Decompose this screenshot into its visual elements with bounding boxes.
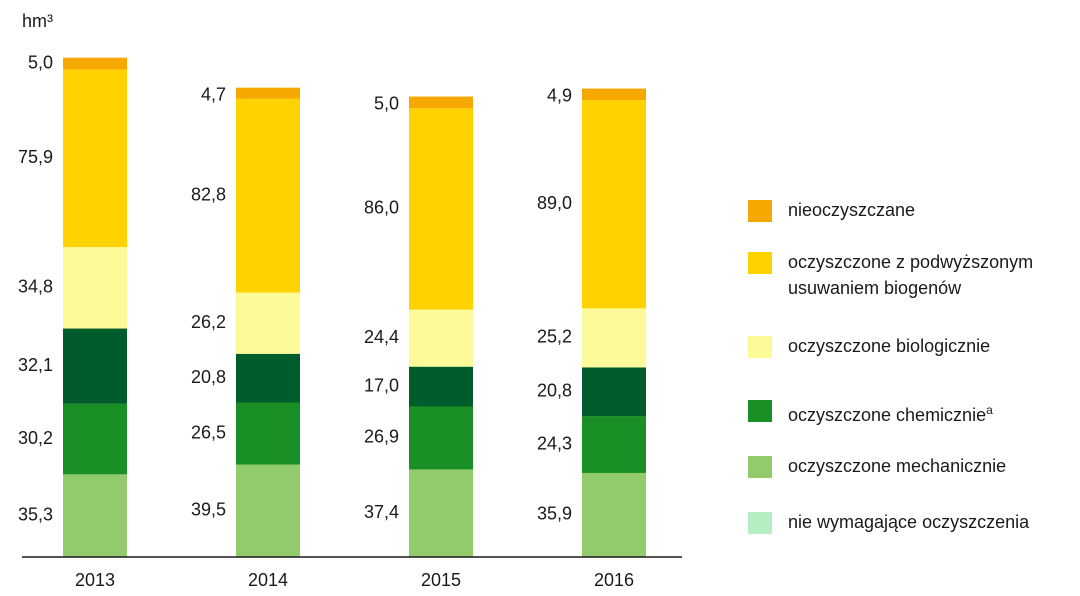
bar-segment (236, 87, 300, 99)
value-label: 4,9 (547, 85, 572, 105)
legend-label: nieoczyszczane (788, 200, 916, 220)
legend-label: oczyszczone mechanicznie (788, 456, 1007, 476)
value-label: 89,0 (537, 193, 572, 213)
legend-swatch (748, 252, 772, 274)
value-label: 20,8 (537, 380, 572, 400)
bar-segment (409, 366, 473, 407)
value-label: 24,3 (537, 433, 572, 453)
legend-item: oczyszczone mechanicznie (788, 453, 1078, 479)
x-tick-label: 2016 (594, 570, 634, 590)
bar-segment (409, 406, 473, 470)
bar-segment (409, 469, 473, 557)
y-axis-label: hm³ (22, 11, 53, 31)
bar-segment (582, 100, 646, 309)
bar-segment (409, 108, 473, 310)
value-label: 39,5 (191, 500, 226, 520)
value-label: 17,0 (364, 375, 399, 395)
x-tick-label: 2015 (421, 570, 461, 590)
legend-swatch (748, 336, 772, 358)
legend-label: nie wymagające oczyszczenia (788, 512, 1030, 532)
value-label: 5,0 (28, 52, 53, 72)
value-label: 30,2 (18, 428, 53, 448)
value-label: 35,3 (18, 504, 53, 524)
bar-segment (63, 69, 127, 248)
bar-segment (582, 472, 646, 557)
value-label: 26,2 (191, 312, 226, 332)
bar-segment (63, 328, 127, 404)
value-label: 34,8 (18, 277, 53, 297)
value-label: 32,1 (18, 355, 53, 375)
value-label: 5,0 (374, 93, 399, 113)
bar-segment (409, 96, 473, 109)
value-label: 86,0 (364, 198, 399, 218)
value-label: 25,2 (537, 327, 572, 347)
bar-segment (582, 308, 646, 368)
legend-label: oczyszczone z podwyższonym usuwaniem bio… (788, 252, 1034, 298)
value-label: 37,4 (364, 502, 399, 522)
bar-segment (236, 98, 300, 293)
value-label: 24,4 (364, 327, 399, 347)
value-label: 35,9 (537, 504, 572, 524)
bar-segment (236, 292, 300, 354)
legend-swatch (748, 400, 772, 422)
legend-item: oczyszczone biologicznie (788, 333, 1078, 359)
bar-segment (63, 247, 127, 329)
legend-item: oczyszczone chemiczniea (788, 397, 1078, 428)
bar-segment (63, 403, 127, 475)
bar-segment (236, 402, 300, 465)
legend-swatch (748, 456, 772, 478)
bar-segment (236, 464, 300, 557)
legend-label: oczyszczone chemicznie (788, 405, 987, 425)
legend-swatch (748, 512, 772, 534)
legend-item: oczyszczone z podwyższonym usuwaniem bio… (788, 249, 1078, 301)
value-label: 4,7 (201, 84, 226, 104)
bar-segment (582, 416, 646, 473)
value-label: 82,8 (191, 184, 226, 204)
value-label: 26,9 (364, 427, 399, 447)
value-label: 26,5 (191, 422, 226, 442)
legend-footnote-mark: a (986, 403, 993, 417)
bar-segment (63, 474, 127, 557)
value-label: 75,9 (18, 147, 53, 167)
legend-item: nieoczyszczane (788, 197, 1078, 223)
bar-segment (63, 57, 127, 70)
legend-label: oczyszczone biologicznie (788, 336, 991, 356)
value-label: 20,8 (191, 367, 226, 387)
bar-segment (236, 353, 300, 403)
bar-segment (582, 367, 646, 417)
legend-item: nie wymagające oczyszczenia (788, 509, 1078, 535)
legend-swatch (748, 200, 772, 222)
x-tick-label: 2014 (248, 570, 288, 590)
x-tick-label: 2013 (75, 570, 115, 590)
bar-segment (582, 88, 646, 101)
bar-segment (409, 309, 473, 367)
